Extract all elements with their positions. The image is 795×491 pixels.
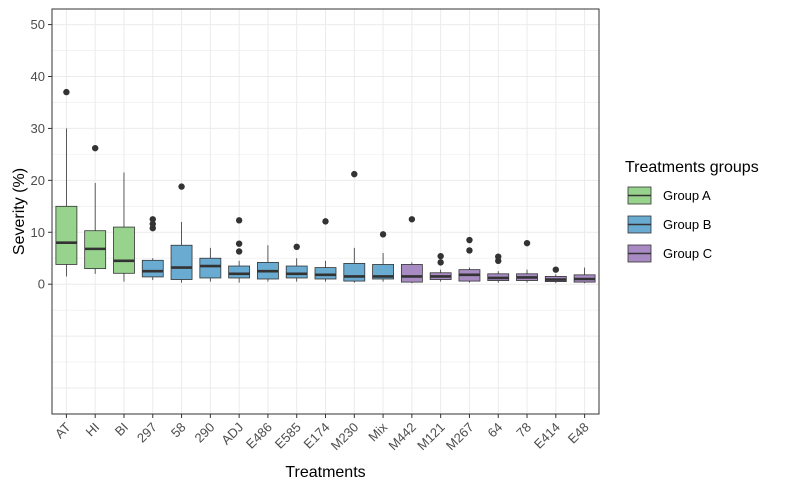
box-Mix — [372, 231, 394, 282]
outlier-point — [437, 259, 444, 266]
box-78 — [516, 239, 538, 283]
box-ADJ — [228, 217, 251, 283]
box-iqr — [55, 205, 78, 265]
outlier-point — [63, 88, 70, 96]
outlier-point — [235, 217, 243, 224]
box-iqr — [343, 263, 366, 282]
box-iqr — [314, 267, 337, 280]
box-AT — [55, 88, 78, 277]
outlier-point — [149, 216, 156, 223]
outlier-point — [466, 247, 473, 254]
outlier-point — [235, 248, 243, 255]
box-M230 — [343, 170, 366, 283]
outlier-point — [293, 243, 300, 251]
box-iqr — [113, 226, 135, 274]
box-iqr — [400, 264, 423, 283]
y-tick-label: 10 — [31, 225, 45, 240]
box-E48 — [573, 267, 596, 284]
box-E174 — [314, 218, 337, 282]
outlier-point — [235, 240, 243, 247]
box-E486 — [257, 245, 279, 282]
box-M442 — [400, 216, 423, 284]
box-E585 — [285, 243, 308, 282]
y-tick-label: 50 — [31, 17, 45, 32]
box-HI — [84, 144, 107, 274]
legend-title: Treatments groups — [625, 159, 759, 176]
y-tick-label: 30 — [31, 121, 45, 136]
y-tick-label: 20 — [31, 173, 45, 188]
legend: Treatments groups Group A Group B Group C — [625, 159, 759, 263]
box-M267 — [458, 236, 481, 283]
box-iqr — [199, 257, 222, 279]
y-tick-label: 40 — [31, 69, 45, 84]
outlier-point — [351, 170, 358, 178]
box-iqr — [141, 259, 164, 278]
legend-item: Group B — [627, 215, 711, 234]
box-iqr — [228, 265, 251, 279]
legend-label: Group C — [663, 246, 712, 261]
y-axis: 0 10 20 30 40 50 — [31, 17, 52, 292]
legend-item: Group A — [627, 186, 711, 205]
box-290 — [199, 247, 222, 282]
box-297 — [141, 216, 164, 281]
box-E414 — [544, 266, 567, 284]
outlier-point — [379, 231, 387, 238]
grid-lines — [52, 9, 599, 415]
outlier-point — [523, 239, 531, 247]
box-BI — [113, 172, 135, 282]
outlier-point — [91, 144, 99, 152]
box-iqr — [170, 244, 193, 280]
box-M121 — [429, 252, 452, 282]
box-plots — [55, 88, 596, 284]
outlier-point — [437, 252, 444, 260]
outlier-point — [466, 236, 473, 244]
x-axis-title: Treatments — [285, 464, 365, 481]
box-58 — [170, 183, 193, 283]
y-axis-title: Severity (%) — [11, 168, 28, 255]
outlier-point — [149, 220, 156, 228]
legend-label: Group B — [663, 217, 711, 232]
box-64 — [487, 253, 510, 283]
y-tick-label: 0 — [38, 277, 45, 292]
outlier-point — [495, 253, 502, 260]
box-iqr — [285, 265, 308, 279]
outlier-point — [322, 218, 329, 225]
outlier-point — [178, 183, 185, 190]
legend-item: Group C — [627, 244, 712, 263]
legend-label: Group A — [663, 188, 711, 203]
outlier-point — [408, 216, 416, 223]
outlier-point — [552, 266, 560, 273]
